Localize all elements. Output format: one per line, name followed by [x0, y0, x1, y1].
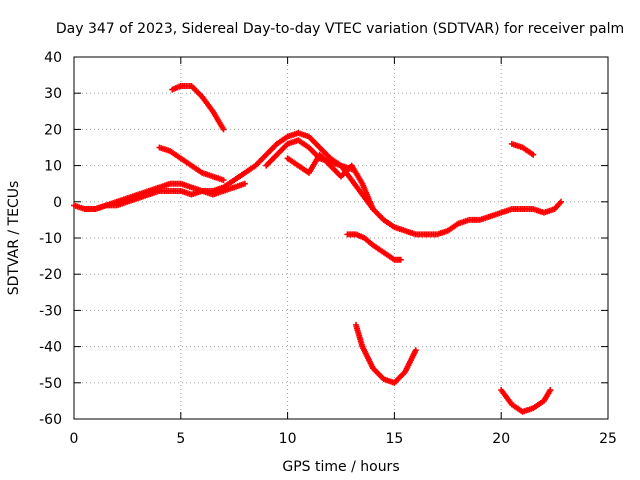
x-axis-ticks: 0 5 10 15 20 25 [70, 57, 617, 447]
y-tick-label: -50 [39, 376, 62, 392]
x-tick-label: 25 [599, 431, 617, 447]
y-tick-label: -40 [39, 340, 62, 356]
y-tick-label: -10 [39, 231, 62, 247]
x-tick-label: 15 [385, 431, 403, 447]
series-track-b [169, 82, 227, 133]
y-tick-label: 10 [44, 159, 62, 175]
y-tick-label: -20 [39, 267, 62, 283]
y-tick-label: 20 [44, 122, 62, 138]
data-point [558, 198, 565, 205]
x-tick-label: 20 [492, 431, 510, 447]
series-track-lower-band [81, 180, 248, 213]
data-point [547, 387, 554, 394]
x-tick-label: 0 [70, 431, 79, 447]
data-series [71, 82, 565, 415]
y-axis-ticks: -60 -50 -40 -30 -20 -10 0 10 20 30 40 [39, 50, 608, 428]
data-point [241, 180, 248, 187]
y-tick-label: 0 [53, 195, 62, 211]
data-point [220, 126, 227, 133]
y-tick-label: 40 [44, 50, 62, 66]
series-track-d [284, 151, 377, 213]
data-point [397, 256, 404, 263]
y-tick-label: 30 [44, 86, 62, 102]
grid-lines [74, 57, 608, 419]
chart-title: Day 347 of 2023, Sidereal Day-to-day VTE… [56, 21, 624, 37]
data-point [370, 206, 377, 213]
x-axis-label: GPS time / hours [282, 459, 399, 475]
y-tick-label: -60 [39, 412, 62, 428]
y-axis-label: SDTVAR / TECUs [6, 181, 22, 296]
series-track-g [508, 140, 537, 158]
series-track-f [352, 321, 419, 386]
series-track-a [156, 144, 227, 184]
series-track-main [71, 130, 565, 238]
x-tick-label: 10 [279, 431, 297, 447]
series-track-e [344, 231, 404, 263]
x-tick-label: 5 [176, 431, 185, 447]
data-point [412, 347, 419, 354]
y-tick-label: -30 [39, 303, 62, 319]
data-point [220, 177, 227, 184]
data-point [530, 151, 537, 158]
series-track-h [498, 387, 554, 415]
